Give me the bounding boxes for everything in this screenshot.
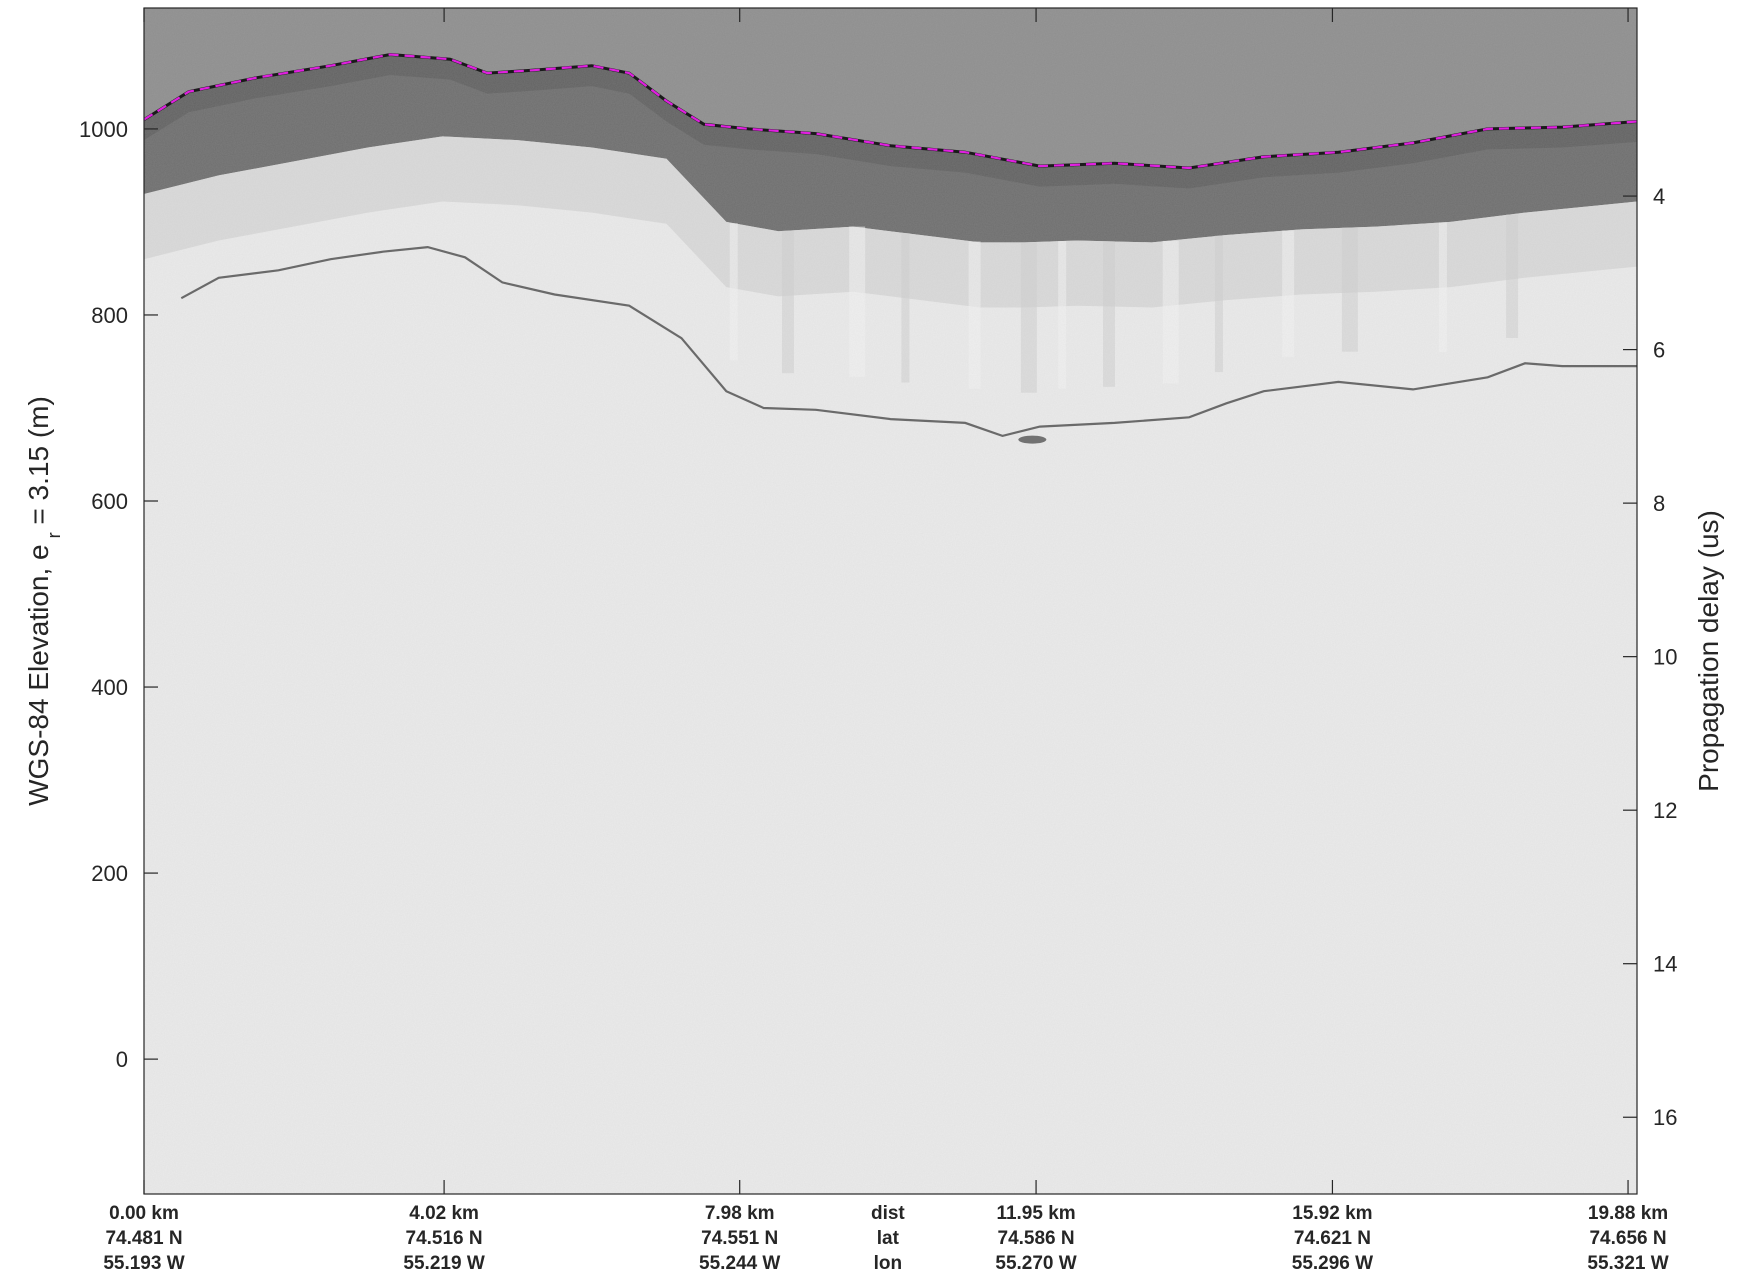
surface-line xyxy=(144,53,1637,170)
y2-tick-label: 16 xyxy=(1653,1105,1677,1130)
x-lat-label: 74.481 N xyxy=(105,1228,182,1249)
x-dist-label: 4.02 km xyxy=(409,1203,479,1224)
y-tick-label: 800 xyxy=(91,303,128,328)
x-dist-label: 11.95 km xyxy=(996,1203,1075,1224)
y-tick-label: 600 xyxy=(91,489,128,514)
x-dist-label: 19.88 km xyxy=(1588,1203,1668,1224)
echogram-image xyxy=(144,8,1637,1194)
y2-tick-label: 14 xyxy=(1653,952,1677,977)
y-tick-label: 0 xyxy=(116,1047,128,1072)
x-lat-label: 74.551 N xyxy=(701,1228,778,1249)
x-row-name-lat: lat xyxy=(877,1228,900,1249)
x-lon-label: 55.321 W xyxy=(1587,1253,1668,1274)
x-lon-label: 55.193 W xyxy=(103,1253,184,1274)
x-dist-label: 0.00 km xyxy=(109,1203,179,1224)
bed-reflector-line xyxy=(180,245,1637,438)
plot-frame xyxy=(143,7,1638,1195)
y2-tick-label: 4 xyxy=(1653,184,1665,209)
y2-axis-title: Propagation delay (us) xyxy=(1693,510,1724,792)
x-lon-label: 55.244 W xyxy=(699,1253,780,1274)
x-lon-label: 55.296 W xyxy=(1292,1253,1373,1274)
x-row-name-dist: dist xyxy=(871,1203,905,1224)
x-lon-label: 55.270 W xyxy=(995,1253,1076,1274)
x-lat-label: 74.586 N xyxy=(998,1228,1075,1249)
y-tick-label: 400 xyxy=(91,675,128,700)
y2-tick-label: 6 xyxy=(1653,338,1665,363)
noise-texture xyxy=(144,8,1637,1194)
y2-tick-label: 12 xyxy=(1653,798,1677,823)
x-lat-label: 74.621 N xyxy=(1294,1228,1371,1249)
x-dist-label: 7.98 km xyxy=(705,1203,775,1224)
y2-tick-label: 10 xyxy=(1653,645,1677,670)
x-lat-label: 74.516 N xyxy=(406,1228,483,1249)
x-lat-label: 74.656 N xyxy=(1589,1228,1666,1249)
y2-tick-label: 8 xyxy=(1653,491,1665,516)
y-tick-label: 200 xyxy=(91,861,128,886)
bed-bright-spot xyxy=(1018,435,1047,444)
x-row-name-lon: lon xyxy=(874,1253,903,1274)
x-lon-label: 55.219 W xyxy=(403,1253,484,1274)
x-dist-label: 15.92 km xyxy=(1292,1203,1372,1224)
y-axis-title: WGS-84 Elevation, er = 3.15 (m) xyxy=(23,396,64,806)
y-tick-label: 1000 xyxy=(79,117,128,142)
